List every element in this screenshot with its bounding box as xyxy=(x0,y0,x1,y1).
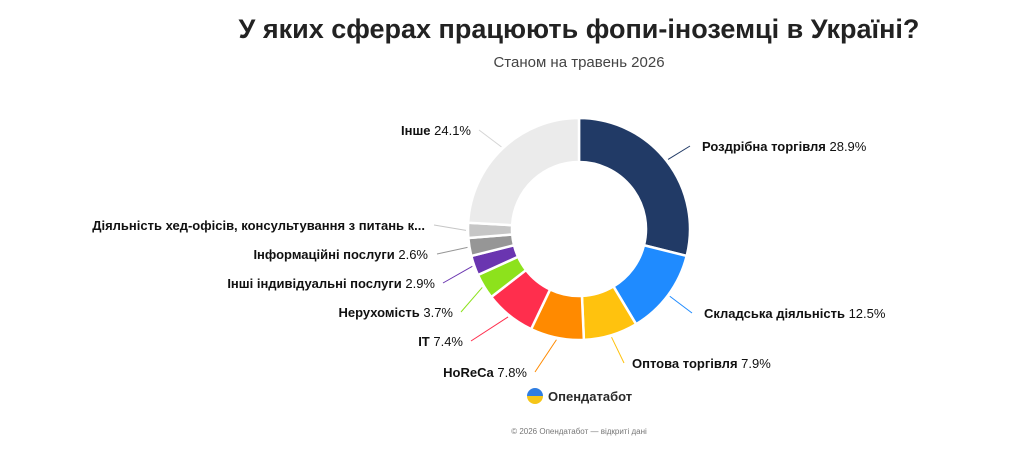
leader-line-складська-діяльність xyxy=(669,295,693,314)
data-label-складська-діяльність: Складська діяльність 12.5% xyxy=(704,306,886,321)
leader-line-інше xyxy=(478,129,502,148)
slice-label-value: 3.7% xyxy=(420,305,454,320)
slice-label-value: 2.6% xyxy=(395,247,429,262)
data-label-інше: Інше 24.1% xyxy=(401,123,471,138)
leader-line-роздрібна-торгівля xyxy=(667,145,691,160)
data-label-роздрібна-торгівля: Роздрібна торгівля 28.9% xyxy=(702,139,867,154)
slice-label-name: Інформаційні послуги xyxy=(253,247,394,262)
slice-label-name: IT xyxy=(418,334,430,349)
opendatabot-logo-icon xyxy=(527,388,543,404)
slice-label-value: 7.4% xyxy=(430,334,464,349)
chart-title: У яких сферах працюють фопи-іноземці в У… xyxy=(238,14,920,44)
slice-label-name: Роздрібна торгівля xyxy=(702,139,826,154)
slice-label-value: 2.9% xyxy=(402,276,436,291)
slice-label-value: 24.1% xyxy=(431,123,472,138)
data-label-діяльність-хед-офісів-консультування-з-питань-к: Діяльність хед-офісів, консультування з … xyxy=(92,218,425,233)
chart-subtitle: Станом на травень 2026 xyxy=(493,54,665,71)
leader-line-інші-індивідуальні-послуги xyxy=(442,265,473,284)
slice-label-name: Інші індивідуальні послуги xyxy=(227,276,401,291)
leader-line-оптова-торгівля xyxy=(611,336,625,364)
leader-line-нерухомість xyxy=(460,287,483,313)
brand-logo: Опендатабот xyxy=(527,388,632,404)
data-label-інформаційні-послуги: Інформаційні послуги 2.6% xyxy=(253,247,428,262)
leader-line-it xyxy=(470,316,509,342)
leader-line-horeca xyxy=(534,339,557,373)
slice-label-name: Нерухомість xyxy=(338,305,419,320)
slice-роздрібна-торгівля xyxy=(577,116,692,258)
data-label-horeca: HoReCa 7.8% xyxy=(443,365,527,380)
data-label-нерухомість: Нерухомість 3.7% xyxy=(338,305,453,320)
slice-label-name: Інше xyxy=(401,123,431,138)
data-label-it: IT 7.4% xyxy=(418,334,463,349)
slice-label-name: HoReCa xyxy=(443,365,494,380)
footer-credit: © 2026 Опендатабот — відкриті дані xyxy=(511,427,647,436)
slice-label-value: 7.9% xyxy=(738,356,772,371)
slice-label-value: 12.5% xyxy=(845,306,886,321)
brand-name: Опендатабот xyxy=(548,388,633,404)
data-label-інші-індивідуальні-послуги: Інші індивідуальні послуги 2.9% xyxy=(227,276,435,291)
slice-label-value: 7.8% xyxy=(494,365,528,380)
slice-label-value: 28.9% xyxy=(826,139,867,154)
leader-line-діяльність-хед-офісів-консультування-з-питань-к xyxy=(433,224,467,231)
slice-label-name: Складська діяльність xyxy=(704,306,845,321)
leader-line-інформаційні-послуги xyxy=(436,246,468,255)
slice-інше xyxy=(466,116,581,227)
slice-label-name: Оптова торгівля xyxy=(632,356,738,371)
slice-label-name: Діяльність хед-офісів, консультування з … xyxy=(92,218,425,233)
data-label-оптова-торгівля: Оптова торгівля 7.9% xyxy=(632,356,771,371)
